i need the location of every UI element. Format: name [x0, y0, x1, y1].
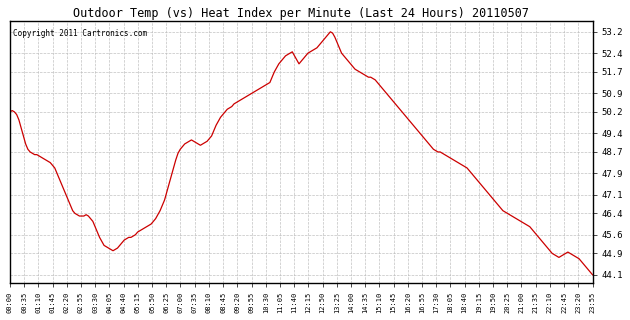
Title: Outdoor Temp (vs) Heat Index per Minute (Last 24 Hours) 20110507: Outdoor Temp (vs) Heat Index per Minute …: [73, 7, 529, 20]
Text: Copyright 2011 Cartronics.com: Copyright 2011 Cartronics.com: [13, 29, 147, 38]
